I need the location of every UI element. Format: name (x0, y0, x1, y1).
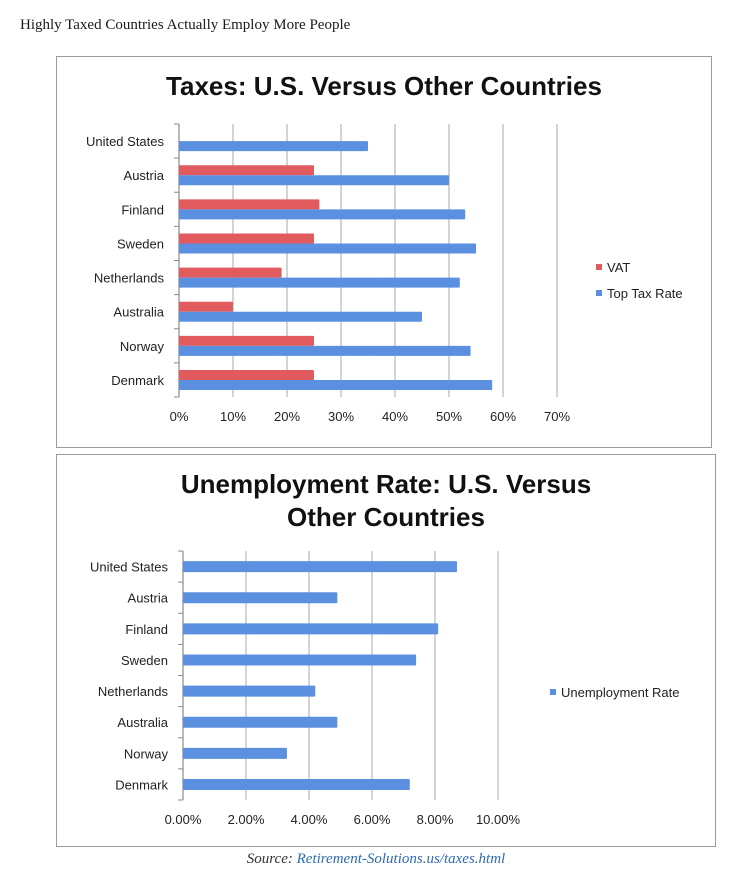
bar-vat (179, 301, 233, 312)
bar-top-tax-rate (179, 175, 449, 186)
category-label: Netherlands (94, 271, 165, 286)
bar-unemployment-rate (183, 623, 439, 635)
bar-top-tax-rate (179, 209, 466, 220)
legend-swatch (596, 290, 602, 296)
x-tick-label: 30% (328, 409, 354, 424)
category-label: Netherlands (98, 684, 169, 699)
unemployment-chart-panel: Unemployment Rate: U.S. Versus Other Cou… (56, 454, 716, 847)
legend-swatch (596, 264, 602, 270)
category-label: United States (90, 560, 169, 575)
category-label: Norway (124, 746, 169, 761)
legend-label: Unemployment Rate (561, 685, 680, 700)
x-tick-label: 0% (170, 409, 189, 424)
category-label: Finland (125, 622, 168, 637)
bar-vat (179, 267, 282, 278)
x-tick-label: 70% (544, 409, 570, 424)
x-tick-label: 40% (382, 409, 408, 424)
page-heading: Highly Taxed Countries Actually Employ M… (20, 17, 351, 33)
source-link[interactable]: Retirement-Solutions.us/taxes.html (296, 851, 506, 867)
x-tick-label: 20% (274, 409, 300, 424)
bar-vat (179, 233, 314, 244)
bar-vat (179, 335, 314, 346)
legend-swatch (550, 689, 556, 695)
taxes-chart-panel: Taxes: U.S. Versus Other Countries 0% 10%… (56, 56, 712, 448)
category-label: Austria (124, 168, 165, 183)
bar-top-tax-rate (179, 345, 471, 356)
bar-unemployment-rate (183, 685, 316, 697)
x-tick-label: 6.00% (354, 812, 391, 827)
x-tick-label: 10% (220, 409, 246, 424)
category-label: United States (86, 134, 165, 149)
bar-unemployment-rate (183, 747, 287, 759)
bar-unemployment-rate (183, 654, 417, 666)
chart-title: Unemployment Rate: U.S. Versus Other Cou… (180, 469, 592, 532)
x-tick-label: 50% (436, 409, 462, 424)
bar-vat (179, 165, 314, 176)
bar-top-tax-rate (179, 277, 460, 288)
chart-title: Taxes: U.S. Versus Other Countries (166, 71, 602, 101)
x-tick-label: 60% (490, 409, 516, 424)
source-label: Source: (246, 851, 293, 867)
category-label: Australia (117, 715, 168, 730)
category-label: Denmark (115, 777, 168, 792)
x-tick-label: 4.00% (291, 812, 328, 827)
bar-unemployment-rate (183, 716, 338, 728)
category-label: Finland (121, 202, 164, 217)
legend-label: Top Tax Rate (607, 286, 683, 301)
bar-unemployment-rate (183, 778, 410, 790)
bar-top-tax-rate (179, 141, 368, 152)
x-tick-label: 0.00% (165, 812, 202, 827)
x-tick-label: 2.00% (228, 812, 265, 827)
bar-vat (179, 369, 314, 380)
unemployment-chart: 0.00% 2.00% 4.00% 6.00% 8.00% 10.00% United St… (90, 550, 680, 827)
category-label: Norway (120, 339, 165, 354)
bar-unemployment-rate (183, 592, 338, 604)
bar-top-tax-rate (179, 379, 493, 390)
category-label: Denmark (111, 373, 164, 388)
category-label: Austria (128, 591, 169, 606)
bar-vat (179, 199, 320, 210)
bar-unemployment-rate (183, 561, 458, 573)
taxes-chart: 0% 10% 20% 30% 40% 50% 60% 70% United States Aust… (86, 123, 683, 424)
x-tick-label: 10.00% (476, 812, 521, 827)
category-label: Sweden (121, 653, 168, 668)
legend-label: VAT (607, 260, 630, 275)
category-label: Sweden (117, 236, 164, 251)
bar-top-tax-rate (179, 311, 422, 322)
category-label: Australia (113, 305, 164, 320)
x-tick-label: 8.00% (417, 812, 454, 827)
bar-top-tax-rate (179, 243, 476, 254)
source-line: Source: Retirement-Solutions.us/taxes.ht… (0, 851, 752, 868)
